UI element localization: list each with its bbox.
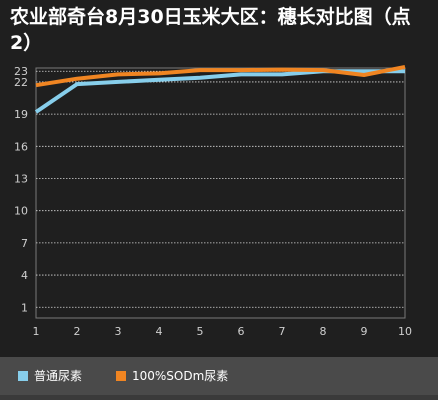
x-tick-label: 5 — [197, 325, 204, 338]
y-tick-label: 7 — [21, 237, 28, 250]
legend-swatch-series-1 — [18, 371, 28, 381]
y-tick-label: 22 — [14, 76, 28, 89]
chart-title: 农业部奇台8月30日玉米大区：穗长对比图（点2） — [10, 6, 411, 54]
legend-label-series-1: 普通尿素 — [34, 369, 83, 383]
y-tick-label: 19 — [14, 108, 28, 121]
x-tick-label: 1 — [33, 325, 40, 338]
chart-legend: 普通尿素 100%SODm尿素 — [0, 357, 438, 395]
x-tick-label: 6 — [238, 325, 245, 338]
plot-frame — [35, 67, 406, 319]
y-tick-label: 16 — [14, 140, 28, 153]
x-tick-label: 4 — [156, 325, 163, 338]
y-tick-label: 10 — [14, 205, 28, 218]
x-tick-label: 3 — [115, 325, 122, 338]
series-line-2 — [35, 64, 406, 88]
legend-label-series-2: 100%SODm尿素 — [132, 369, 229, 383]
bottom-strip — [0, 395, 438, 400]
x-tick-label: 7 — [279, 325, 286, 338]
x-tick-label: 2 — [74, 325, 81, 338]
y-tick-label: 1 — [21, 301, 28, 314]
x-tick-label: 8 — [320, 325, 327, 338]
y-tick-label: 23 — [14, 65, 28, 78]
y-tick-label: 13 — [14, 173, 28, 186]
y-tick-label: 4 — [21, 269, 28, 282]
x-tick-label: 10 — [398, 325, 412, 338]
legend-swatch-series-2 — [116, 371, 126, 381]
x-tick-label: 9 — [361, 325, 368, 338]
